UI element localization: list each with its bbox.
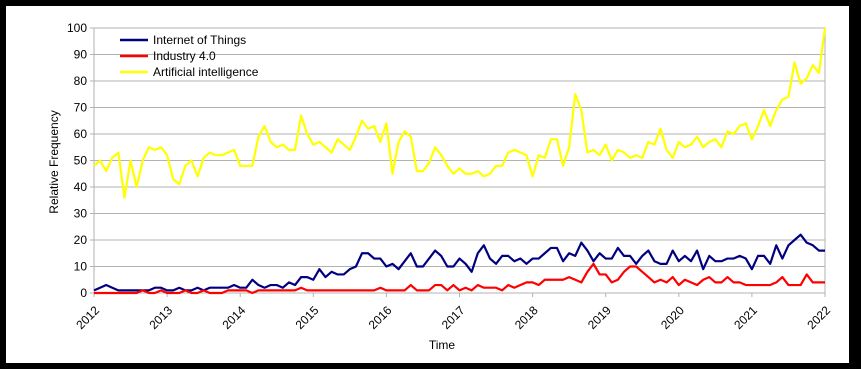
series-lines	[93, 27, 827, 295]
series-line-internet-of-things	[93, 233, 825, 292]
y-tick-label: 90	[74, 48, 88, 62]
x-tick-label: 2020	[658, 303, 687, 332]
y-tick-label: 80	[74, 74, 88, 88]
x-tick-label: 2018	[512, 303, 541, 332]
legend-label: Artificial intelligence	[153, 65, 259, 79]
x-axis-title: Time	[429, 338, 456, 352]
y-tick-label: 20	[74, 233, 88, 247]
legend-label: Internet of Things	[153, 33, 246, 47]
y-tick-label: 100	[67, 21, 87, 35]
x-tick-label: 2022	[804, 303, 833, 332]
legend-label: Industry 4.0	[153, 49, 216, 63]
y-axis-ticks: 0 10 20 30 40 50 60 70 80 90 100	[67, 21, 94, 300]
legend: Internet of Things Industry 4.0 Artificial…	[120, 33, 259, 79]
x-tick-label: 2015	[293, 303, 322, 332]
y-tick-label: 0	[80, 286, 87, 300]
y-tick-label: 50	[74, 154, 88, 168]
y-tick-label: 70	[74, 101, 88, 115]
x-tick-label: 2012	[73, 303, 102, 332]
y-tick-label: 10	[74, 260, 88, 274]
x-tick-label: 2014	[220, 303, 249, 332]
y-axis-title: Relative Frequency	[47, 110, 61, 213]
y-tick-label: 60	[74, 127, 88, 141]
x-tick-label: 2021	[731, 303, 760, 332]
chart-frame: 0 10 20 30 40 50 60 70 80 90 100 2012 2013 2014 2015 2…	[6, 6, 849, 363]
y-tick-label: 30	[74, 207, 88, 221]
y-tick-label: 40	[74, 180, 88, 194]
x-tick-label: 2016	[366, 303, 395, 332]
x-tick-label: 2013	[146, 303, 175, 332]
x-axis-ticks: 2012 2013 2014 2015 2016 2017 2018 2019 2020 2021…	[73, 293, 833, 332]
x-tick-label: 2017	[439, 303, 468, 332]
series-line-industry-4-0	[94, 262, 825, 295]
x-tick-label: 2019	[585, 303, 614, 332]
series-line-artificial-intelligence	[93, 27, 827, 199]
